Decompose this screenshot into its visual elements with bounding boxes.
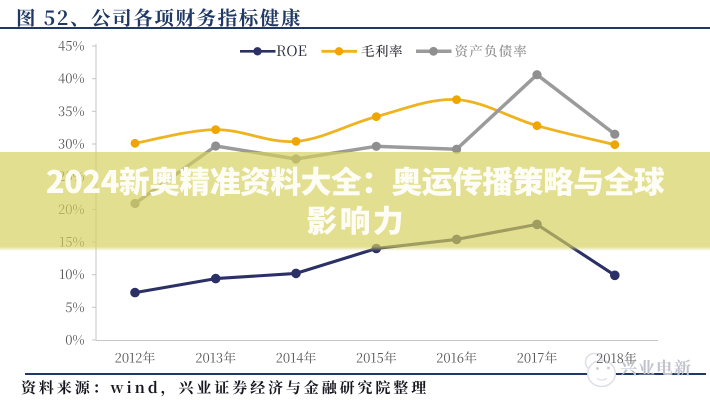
svg-text:10%: 10% — [59, 264, 84, 283]
svg-text:ROE: ROE — [276, 40, 307, 61]
svg-text:35%: 35% — [58, 101, 85, 120]
svg-text:2015年: 2015年 — [356, 348, 397, 367]
svg-text:40%: 40% — [58, 68, 84, 87]
svg-text:30%: 30% — [58, 134, 84, 153]
svg-text:2016年: 2016年 — [436, 348, 477, 367]
svg-text:2017年: 2017年 — [517, 348, 558, 367]
svg-text:45%: 45% — [58, 36, 84, 55]
svg-text:2014年: 2014年 — [276, 348, 317, 367]
svg-text:2012年: 2012年 — [115, 348, 156, 367]
svg-text:0%: 0% — [65, 330, 84, 349]
svg-text:毛利率: 毛利率 — [361, 40, 403, 60]
svg-text:5%: 5% — [65, 297, 84, 316]
svg-text:资产负债率: 资产负债率 — [455, 40, 529, 60]
svg-text:2013年: 2013年 — [195, 348, 236, 367]
